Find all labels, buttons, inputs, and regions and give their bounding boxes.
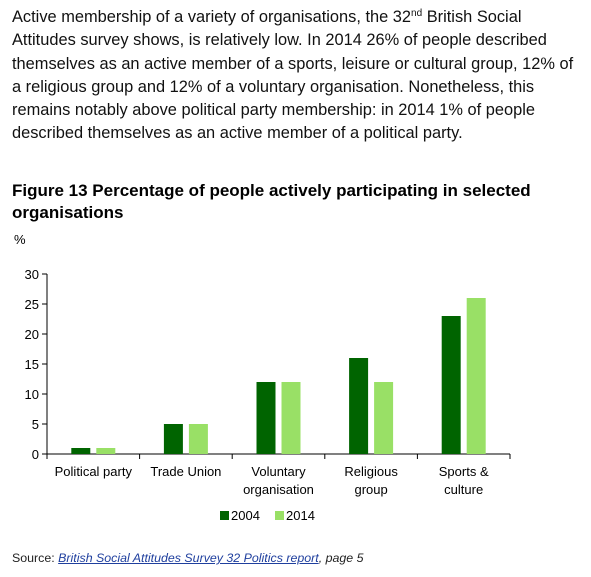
- y-axis-unit-label: %: [14, 232, 26, 247]
- x-category-label: Political party: [55, 464, 133, 479]
- x-category-label: Sports &: [439, 464, 489, 479]
- y-tick-label: 15: [25, 357, 39, 372]
- figure-title: Figure 13 Percentage of people actively …: [12, 181, 531, 222]
- x-category-label: group: [354, 482, 387, 497]
- x-category-label: Trade Union: [150, 464, 221, 479]
- bar-2004: [71, 448, 91, 454]
- bar-2004: [441, 316, 461, 454]
- intro-superscript: nd: [411, 8, 423, 19]
- x-category-label: Religious: [344, 464, 398, 479]
- legend-label-2004: 2004: [231, 508, 260, 523]
- bar-2014: [188, 424, 208, 454]
- x-category-label: culture: [444, 482, 483, 497]
- bar-2014: [466, 298, 486, 454]
- bar-2004: [349, 358, 369, 454]
- y-tick-label: 5: [32, 417, 39, 432]
- intro-text-part2: British Social Attitudes survey shows, i…: [12, 8, 574, 143]
- source-link[interactable]: British Social Attitudes Survey 32 Polit…: [58, 551, 319, 565]
- intro-text-part1: Active membership of a variety of organi…: [12, 8, 412, 26]
- y-tick-label: 25: [25, 297, 39, 312]
- legend-swatch-2014: [275, 511, 284, 520]
- legend-label-2014: 2014: [286, 508, 315, 523]
- source-prefix: Source:: [12, 551, 59, 565]
- bar-2014: [374, 382, 394, 454]
- x-category-label: organisation: [243, 482, 314, 497]
- intro-paragraph: Active membership of a variety of organi…: [12, 6, 584, 146]
- bar-2014: [96, 448, 116, 454]
- y-tick-label: 0: [32, 447, 39, 462]
- y-tick-label: 20: [25, 327, 39, 342]
- y-tick-label: 10: [25, 387, 39, 402]
- legend-swatch-2004: [220, 511, 229, 520]
- bar-2014: [281, 382, 301, 454]
- source-note: Source: British Social Attitudes Survey …: [12, 551, 364, 565]
- x-category-label: Voluntary: [251, 464, 306, 479]
- bar-2004: [163, 424, 183, 454]
- source-page: , page 5: [318, 551, 364, 565]
- y-tick-label: 30: [25, 267, 39, 282]
- bar-2004: [256, 382, 276, 454]
